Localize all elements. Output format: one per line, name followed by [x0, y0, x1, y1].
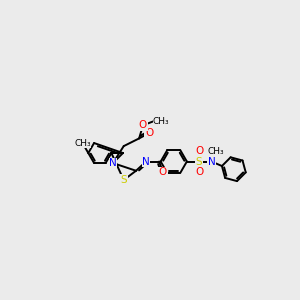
- Text: O: O: [159, 167, 167, 177]
- Text: O: O: [145, 128, 153, 138]
- Text: O: O: [139, 120, 147, 130]
- Text: CH₃: CH₃: [207, 147, 224, 156]
- Text: S: S: [196, 157, 202, 166]
- Text: O: O: [195, 146, 203, 157]
- Text: N: N: [142, 157, 150, 166]
- Text: N: N: [208, 157, 215, 166]
- Text: N: N: [109, 158, 117, 168]
- Text: CH₃: CH₃: [74, 139, 91, 148]
- Text: O: O: [195, 167, 203, 176]
- Text: CH₃: CH₃: [153, 117, 169, 126]
- Text: S: S: [120, 175, 127, 185]
